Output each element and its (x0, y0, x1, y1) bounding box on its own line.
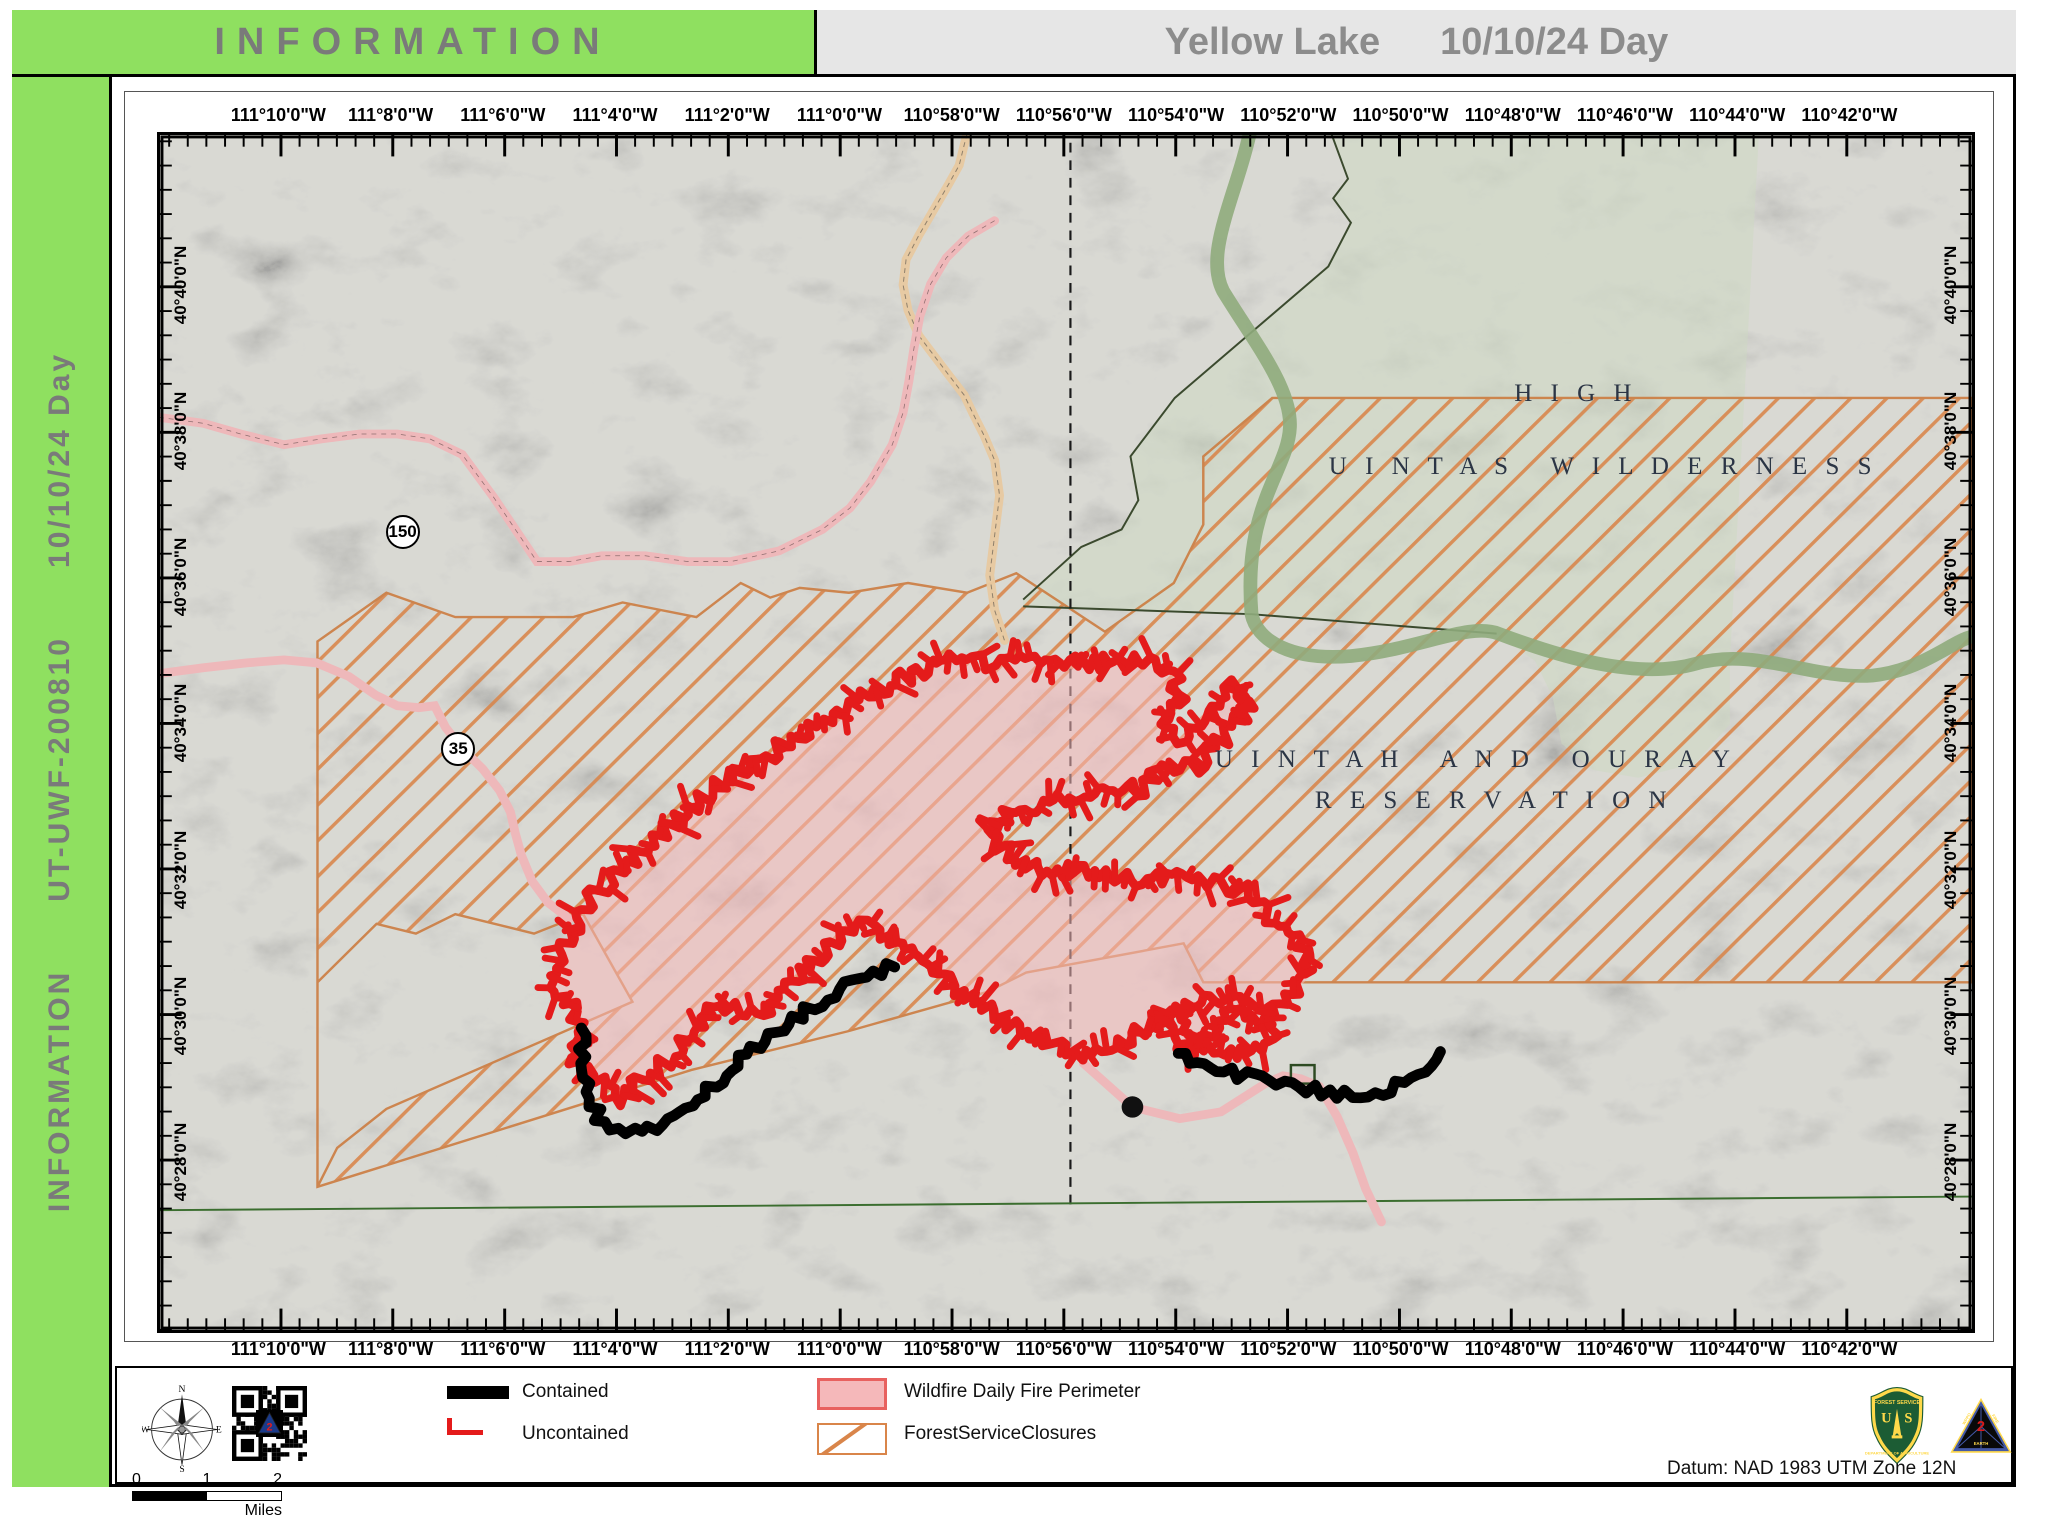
svg-text:S: S (1904, 1410, 1912, 1426)
svg-text:N: N (179, 1384, 186, 1395)
svg-text:2: 2 (1977, 1419, 1985, 1435)
svg-text:E: E (216, 1425, 222, 1436)
svg-text:W: W (142, 1425, 151, 1436)
svg-text:2: 2 (266, 1421, 272, 1433)
svg-text:U: U (1881, 1410, 1892, 1426)
svg-text:EARTH: EARTH (1974, 1441, 1989, 1446)
svg-text:FOREST SERVICE: FOREST SERVICE (1874, 1400, 1921, 1406)
svg-text:DEPARTMENT OF AGRICULTURE: DEPARTMENT OF AGRICULTURE (1865, 1450, 1929, 1455)
